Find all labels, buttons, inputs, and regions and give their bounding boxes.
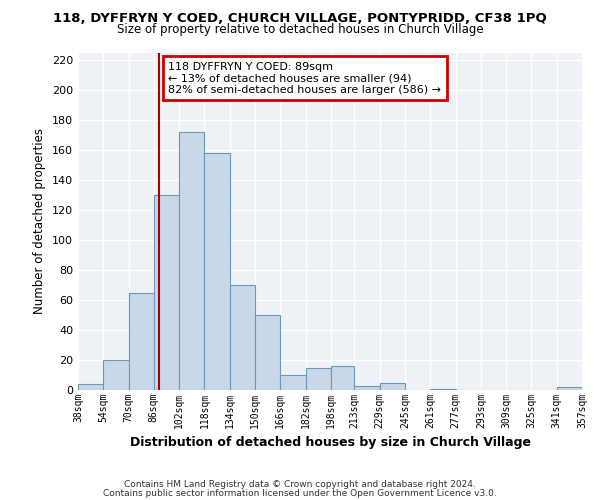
Bar	[331, 366, 355, 390]
Text: Contains public sector information licensed under the Open Government Licence v3: Contains public sector information licen…	[103, 488, 497, 498]
Text: 118 DYFFRYN Y COED: 89sqm
← 13% of detached houses are smaller (94)
82% of semi-: 118 DYFFRYN Y COED: 89sqm ← 13% of detac…	[168, 62, 441, 94]
Y-axis label: Number of detached properties: Number of detached properties	[34, 128, 46, 314]
Bar	[205, 153, 230, 390]
Bar	[305, 368, 331, 390]
Text: 118, DYFFRYN Y COED, CHURCH VILLAGE, PONTYPRIDD, CF38 1PQ: 118, DYFFRYN Y COED, CHURCH VILLAGE, PON…	[53, 12, 547, 26]
Bar	[103, 360, 128, 390]
Bar	[179, 132, 205, 390]
Bar	[355, 386, 380, 390]
Bar	[78, 384, 103, 390]
Bar	[255, 315, 280, 390]
Bar	[128, 292, 154, 390]
Bar	[557, 387, 582, 390]
Bar	[430, 388, 455, 390]
Bar	[154, 195, 179, 390]
Bar	[280, 375, 305, 390]
X-axis label: Distribution of detached houses by size in Church Village: Distribution of detached houses by size …	[130, 436, 530, 450]
Text: Contains HM Land Registry data © Crown copyright and database right 2024.: Contains HM Land Registry data © Crown c…	[124, 480, 476, 489]
Bar	[380, 382, 405, 390]
Text: Size of property relative to detached houses in Church Village: Size of property relative to detached ho…	[116, 22, 484, 36]
Bar	[230, 285, 255, 390]
